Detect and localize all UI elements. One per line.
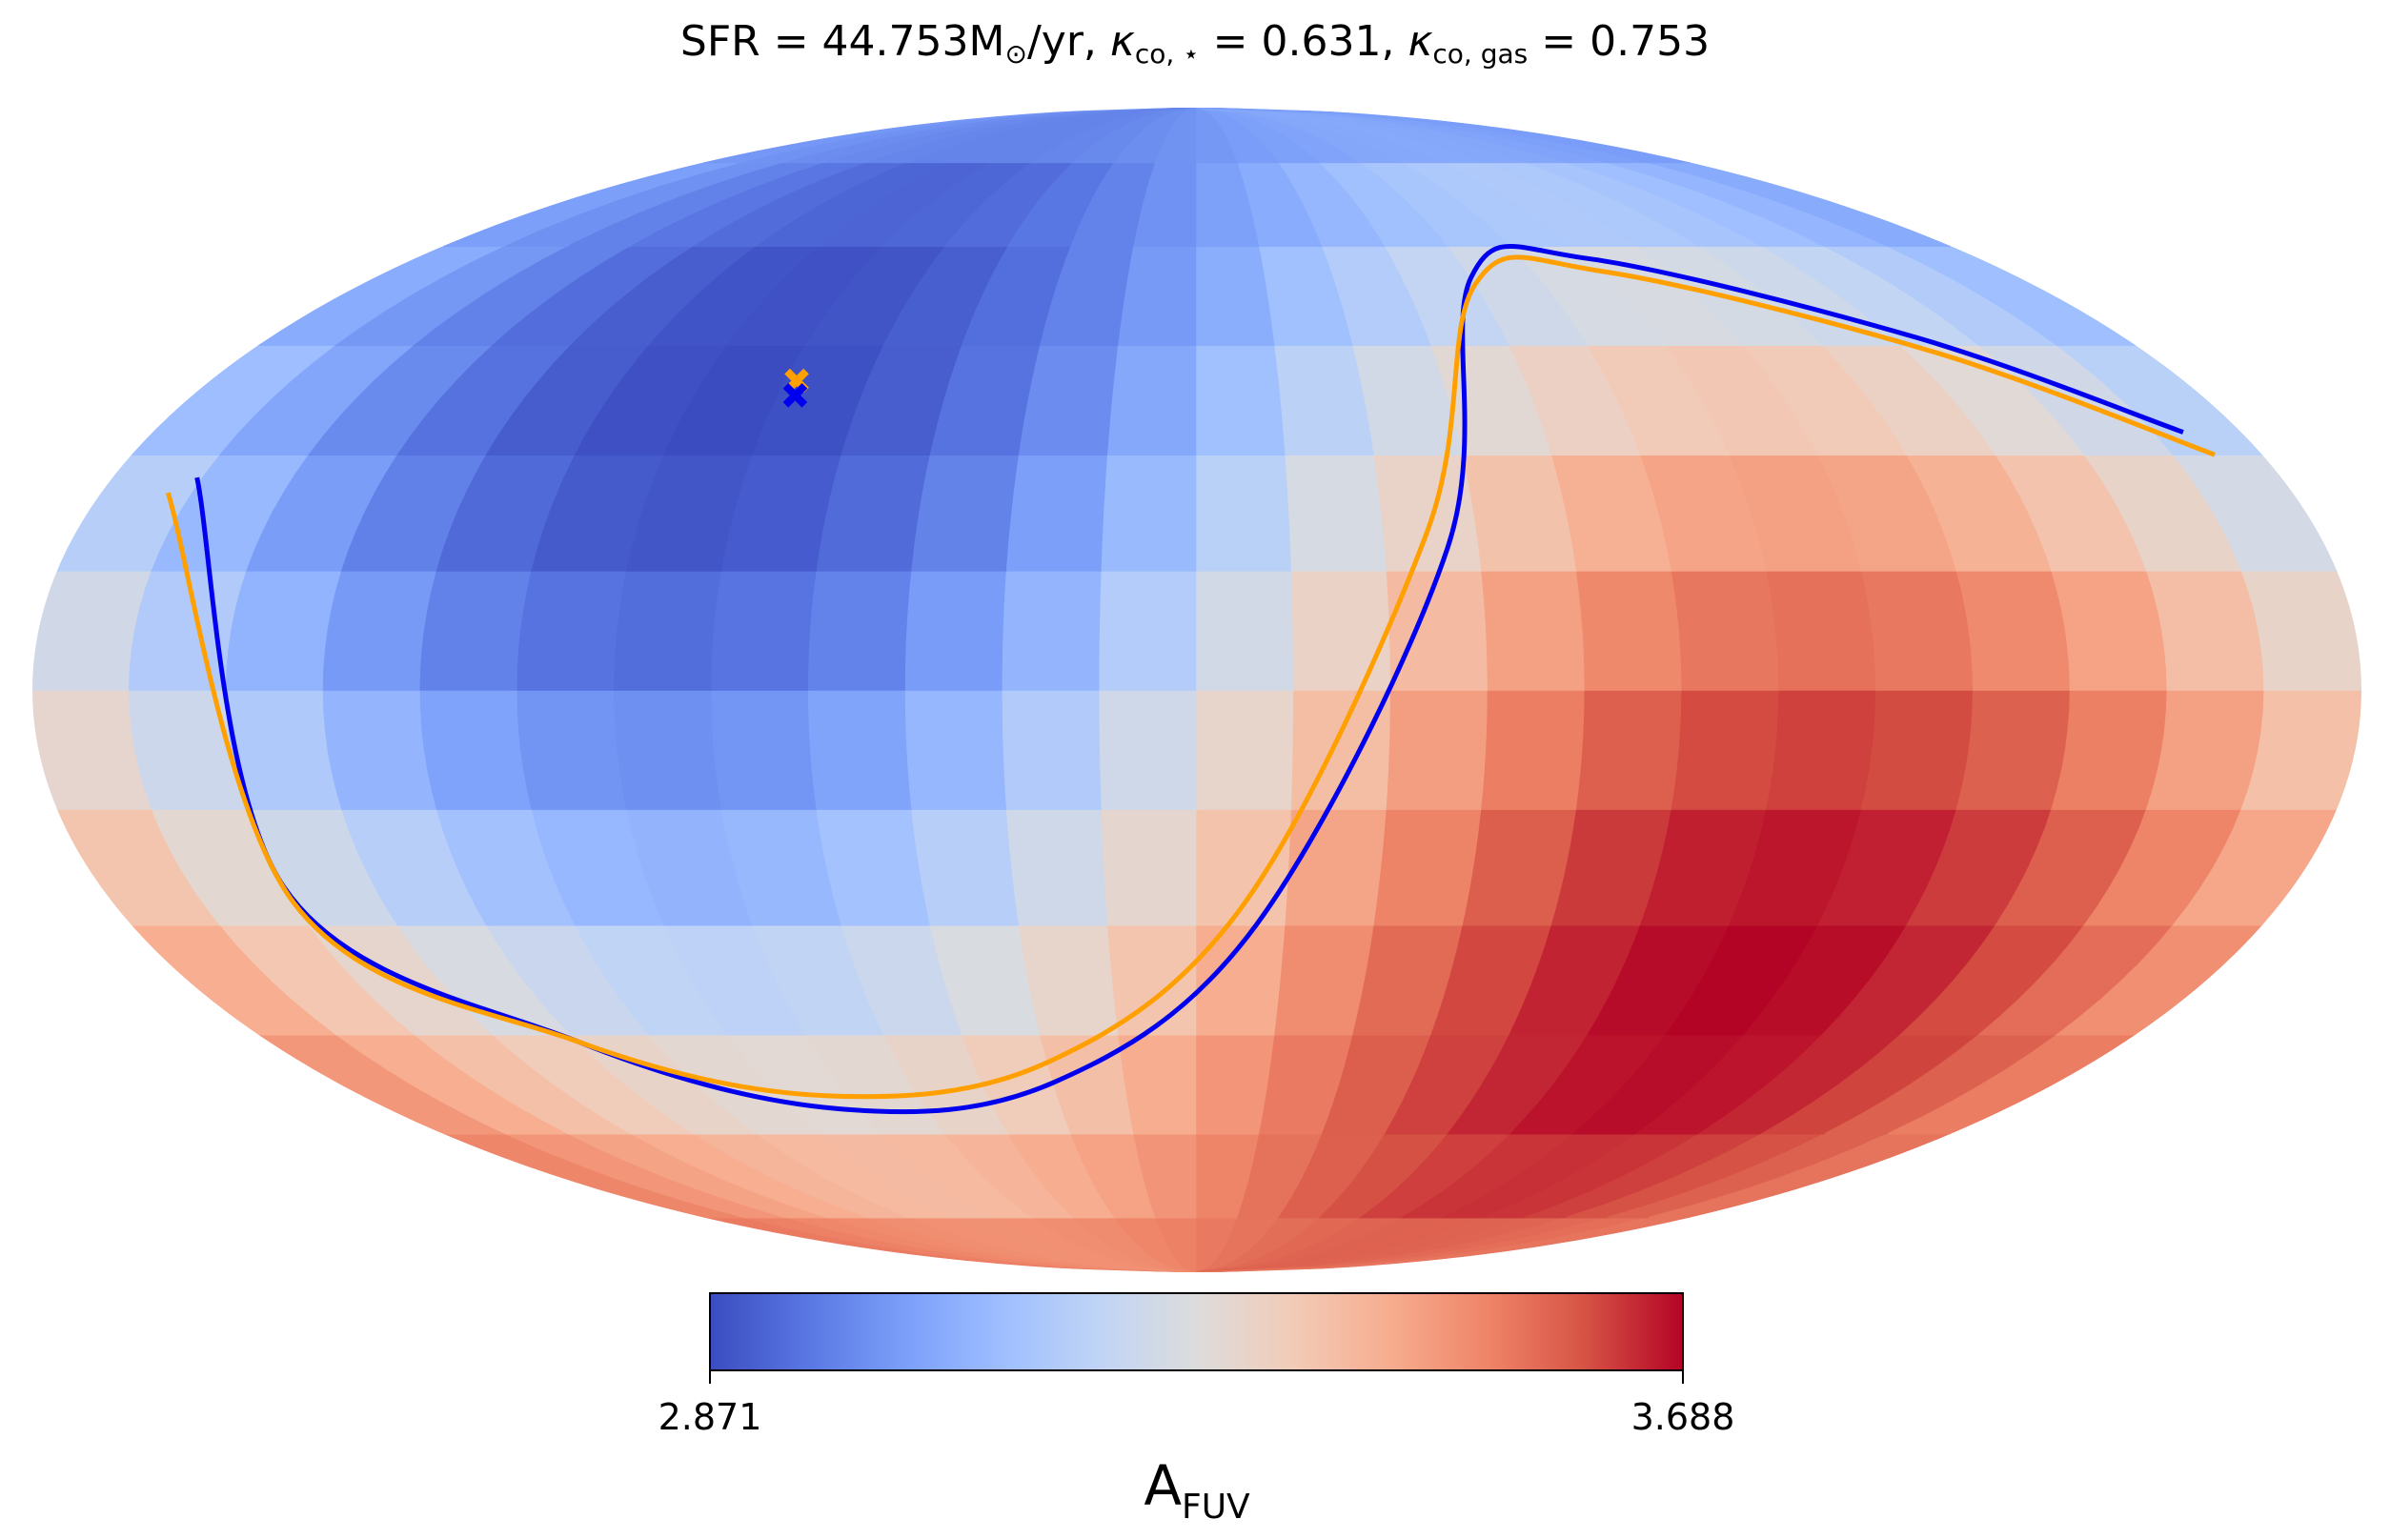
map-cell [1386, 689, 1489, 810]
sky-map-cells [32, 108, 2361, 1272]
map-cell [614, 689, 723, 810]
map-cell [1955, 689, 2072, 810]
map-cell [1196, 689, 1295, 810]
colorbar-label-sub: FUV [1182, 1488, 1250, 1527]
map-cell [807, 570, 913, 691]
map-cell [1766, 689, 1877, 810]
map-cell [2240, 689, 2361, 810]
map-cell [1481, 689, 1587, 810]
map-cell [614, 570, 723, 691]
title-kappa-gas-value: = 0.753 [1528, 17, 1711, 66]
map-cell [1002, 570, 1104, 691]
map-cell [1099, 689, 1198, 810]
map-cell [419, 570, 534, 691]
curve-1 [166, 254, 2217, 1100]
map-cell [904, 689, 1008, 810]
curve-0 [194, 244, 2184, 1115]
colorbar-min-label: 2.871 [658, 1396, 762, 1438]
map-cell [711, 689, 819, 810]
map-cell [1101, 454, 1198, 572]
map-cell [1290, 570, 1392, 691]
title-sfr: SFR = 44.753M [679, 17, 1005, 66]
colorbar-label: AFUV [1144, 1453, 1249, 1527]
map-cell [419, 689, 534, 810]
sky-markers [782, 368, 809, 408]
title-sfr-unit: /yr, [1026, 17, 1110, 66]
map-cell [322, 689, 438, 810]
map-cell [1766, 570, 1877, 691]
colorbar-max-label: 3.688 [1630, 1396, 1735, 1438]
map-cell [1285, 808, 1388, 926]
map-cell [1285, 454, 1388, 572]
map-cell [1860, 689, 1975, 810]
title-sun-symbol: ⊙ [1004, 38, 1027, 70]
map-cell [911, 808, 1021, 926]
map-cell [322, 570, 438, 691]
map-cell [1196, 454, 1293, 572]
map-cell [1671, 689, 1780, 810]
map-cell [911, 454, 1021, 572]
map-cell [1005, 808, 1109, 926]
chart-title: SFR = 44.753M⊙/yr, κco, ⋆ = 0.631, κco, … [0, 17, 2390, 70]
map-cell [1002, 689, 1104, 810]
map-cell [1106, 924, 1198, 1036]
map-cell [1481, 570, 1587, 691]
map-cell [1373, 808, 1483, 926]
map-cell [904, 570, 1008, 691]
map-cell [1671, 570, 1780, 691]
map-cell [1005, 454, 1109, 572]
map-cell [1196, 570, 1295, 691]
title-kappa-gas-sub: co, gas [1432, 38, 1529, 70]
map-cell [1099, 570, 1198, 691]
map-cell [1373, 454, 1483, 572]
map-cell [1575, 570, 1683, 691]
map-cell [1101, 808, 1198, 926]
map-cell [1955, 570, 2072, 691]
map-cell [1860, 570, 1975, 691]
title-kappa-star-sub: co, ⋆ [1134, 38, 1200, 70]
sky-curves [166, 244, 2217, 1115]
map-cell [1386, 570, 1489, 691]
map-cell [516, 570, 628, 691]
colorbar [709, 1292, 1684, 1371]
title-kappa-star-value: = 0.631, [1199, 17, 1408, 66]
marker-1 [782, 382, 808, 408]
map-cell [1106, 344, 1198, 456]
map-cell [711, 570, 819, 691]
map-cell [807, 689, 913, 810]
map-cell [1290, 689, 1392, 810]
map-cell [1196, 344, 1287, 456]
map-cell [1196, 808, 1293, 926]
title-kappa-star: κ [1109, 17, 1135, 66]
title-kappa-gas: κ [1408, 17, 1433, 66]
map-cell [1575, 689, 1683, 810]
colorbar-label-main: A [1144, 1453, 1182, 1518]
map-cell [516, 689, 628, 810]
